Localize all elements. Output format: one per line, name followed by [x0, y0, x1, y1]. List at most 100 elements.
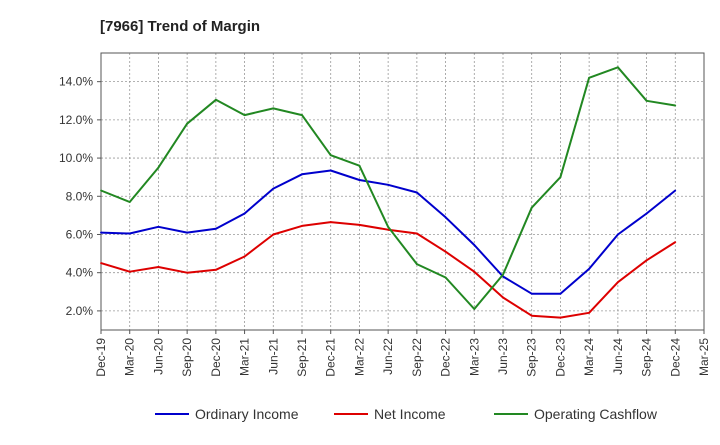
- y-tick-label: 12.0%: [59, 113, 93, 127]
- data-point: [272, 187, 275, 190]
- x-tick-label: Jun-22: [381, 338, 395, 375]
- data-point: [214, 98, 217, 101]
- x-tick-label: Mar-23: [467, 338, 481, 376]
- data-point: [530, 314, 533, 317]
- x-tick-label: Mar-25: [697, 338, 711, 376]
- data-point: [530, 292, 533, 295]
- data-point: [186, 122, 189, 125]
- data-point: [329, 221, 332, 223]
- data-point: [645, 212, 648, 215]
- data-point: [243, 114, 246, 116]
- data-point: [415, 191, 418, 194]
- data-point: [243, 212, 246, 215]
- x-tick-label: Jun-21: [266, 338, 280, 375]
- data-point: [358, 164, 361, 167]
- data-point: [588, 267, 591, 270]
- x-tick-label: Jun-20: [151, 338, 165, 375]
- data-point: [645, 259, 648, 262]
- data-point: [157, 225, 160, 228]
- data-point: [415, 232, 418, 235]
- data-point: [100, 231, 102, 234]
- data-point: [301, 114, 303, 116]
- data-point: [358, 224, 361, 226]
- chart-title: [7966] Trend of Margin: [100, 18, 260, 35]
- data-point: [473, 270, 476, 273]
- data-point: [387, 228, 390, 231]
- y-tick-label: 8.0%: [66, 189, 94, 203]
- x-tick-label: Dec-19: [94, 338, 108, 377]
- x-tick-label: Dec-20: [209, 338, 223, 377]
- legend-item-2: Operating Cashflow: [494, 406, 658, 422]
- x-tick-label: Sep-23: [525, 338, 539, 377]
- data-point: [645, 99, 648, 102]
- data-point: [243, 255, 246, 258]
- x-tick-label: Sep-20: [180, 338, 194, 377]
- data-point: [674, 241, 677, 244]
- plot-frame: [100, 52, 705, 331]
- grid-layer: [101, 53, 704, 330]
- x-tick-label: Dec-21: [324, 338, 338, 377]
- x-tick-label: Jun-23: [496, 338, 510, 375]
- data-point: [444, 276, 447, 279]
- x-tick-label: Dec-24: [668, 338, 682, 377]
- data-point: [473, 244, 476, 246]
- data-point: [616, 66, 619, 69]
- x-tick-label: Mar-20: [123, 338, 137, 376]
- data-point: [387, 183, 390, 186]
- data-point: [588, 76, 591, 79]
- data-point: [128, 201, 131, 203]
- y-tick-label: 4.0%: [66, 266, 94, 280]
- data-point: [214, 268, 217, 271]
- x-tick-label: Mar-24: [582, 338, 596, 376]
- data-point: [329, 169, 332, 172]
- y-axis-ticks: 2.0% 4.0% 6.0% 8.0% 10.0% 12.0% 14.0%: [59, 75, 101, 318]
- data-point: [616, 233, 619, 236]
- x-tick-label: Dec-23: [553, 338, 567, 377]
- y-tick-label: 6.0%: [66, 227, 94, 241]
- data-point: [674, 189, 677, 192]
- series-layer: [100, 66, 677, 319]
- data-point: [128, 270, 131, 273]
- legend-item-1: Net Income: [334, 406, 446, 422]
- data-point: [473, 308, 476, 310]
- x-tick-label: Sep-22: [410, 338, 424, 377]
- x-axis-ticks: Dec-19 Mar-20 Jun-20 Sep-20 Dec-20 Mar-21 Jun-…: [94, 330, 711, 377]
- y-tick-label: 2.0%: [66, 304, 94, 318]
- data-point: [502, 273, 504, 276]
- data-point: [186, 271, 189, 274]
- data-point: [559, 176, 562, 179]
- data-point: [530, 206, 533, 209]
- legend-label: Operating Cashflow: [534, 406, 658, 422]
- data-point: [301, 173, 303, 176]
- data-point: [444, 216, 447, 219]
- y-tick-label: 14.0%: [59, 75, 93, 89]
- y-tick-label: 10.0%: [59, 151, 93, 165]
- data-point: [157, 266, 160, 268]
- data-point: [301, 224, 303, 227]
- data-point: [502, 296, 504, 299]
- data-point: [387, 225, 390, 228]
- data-point: [444, 250, 447, 253]
- legend-label: Ordinary Income: [195, 406, 299, 422]
- x-tick-label: Sep-24: [640, 338, 654, 377]
- data-point: [674, 104, 677, 107]
- legend-label: Net Income: [374, 406, 446, 422]
- data-point: [100, 189, 102, 192]
- legend-item-0: Ordinary Income: [155, 406, 299, 422]
- x-tick-label: Mar-22: [352, 338, 366, 376]
- x-tick-label: Dec-22: [439, 338, 453, 377]
- data-point: [214, 227, 217, 230]
- x-tick-label: Jun-24: [611, 338, 625, 375]
- data-point: [272, 233, 275, 236]
- x-tick-label: Sep-21: [295, 338, 309, 377]
- data-point: [415, 263, 418, 265]
- data-point: [186, 231, 189, 234]
- data-point: [559, 292, 562, 295]
- data-point: [272, 107, 275, 110]
- data-point: [128, 232, 131, 235]
- data-point: [358, 179, 361, 181]
- data-point: [559, 316, 562, 319]
- x-tick-label: Mar-21: [238, 338, 252, 376]
